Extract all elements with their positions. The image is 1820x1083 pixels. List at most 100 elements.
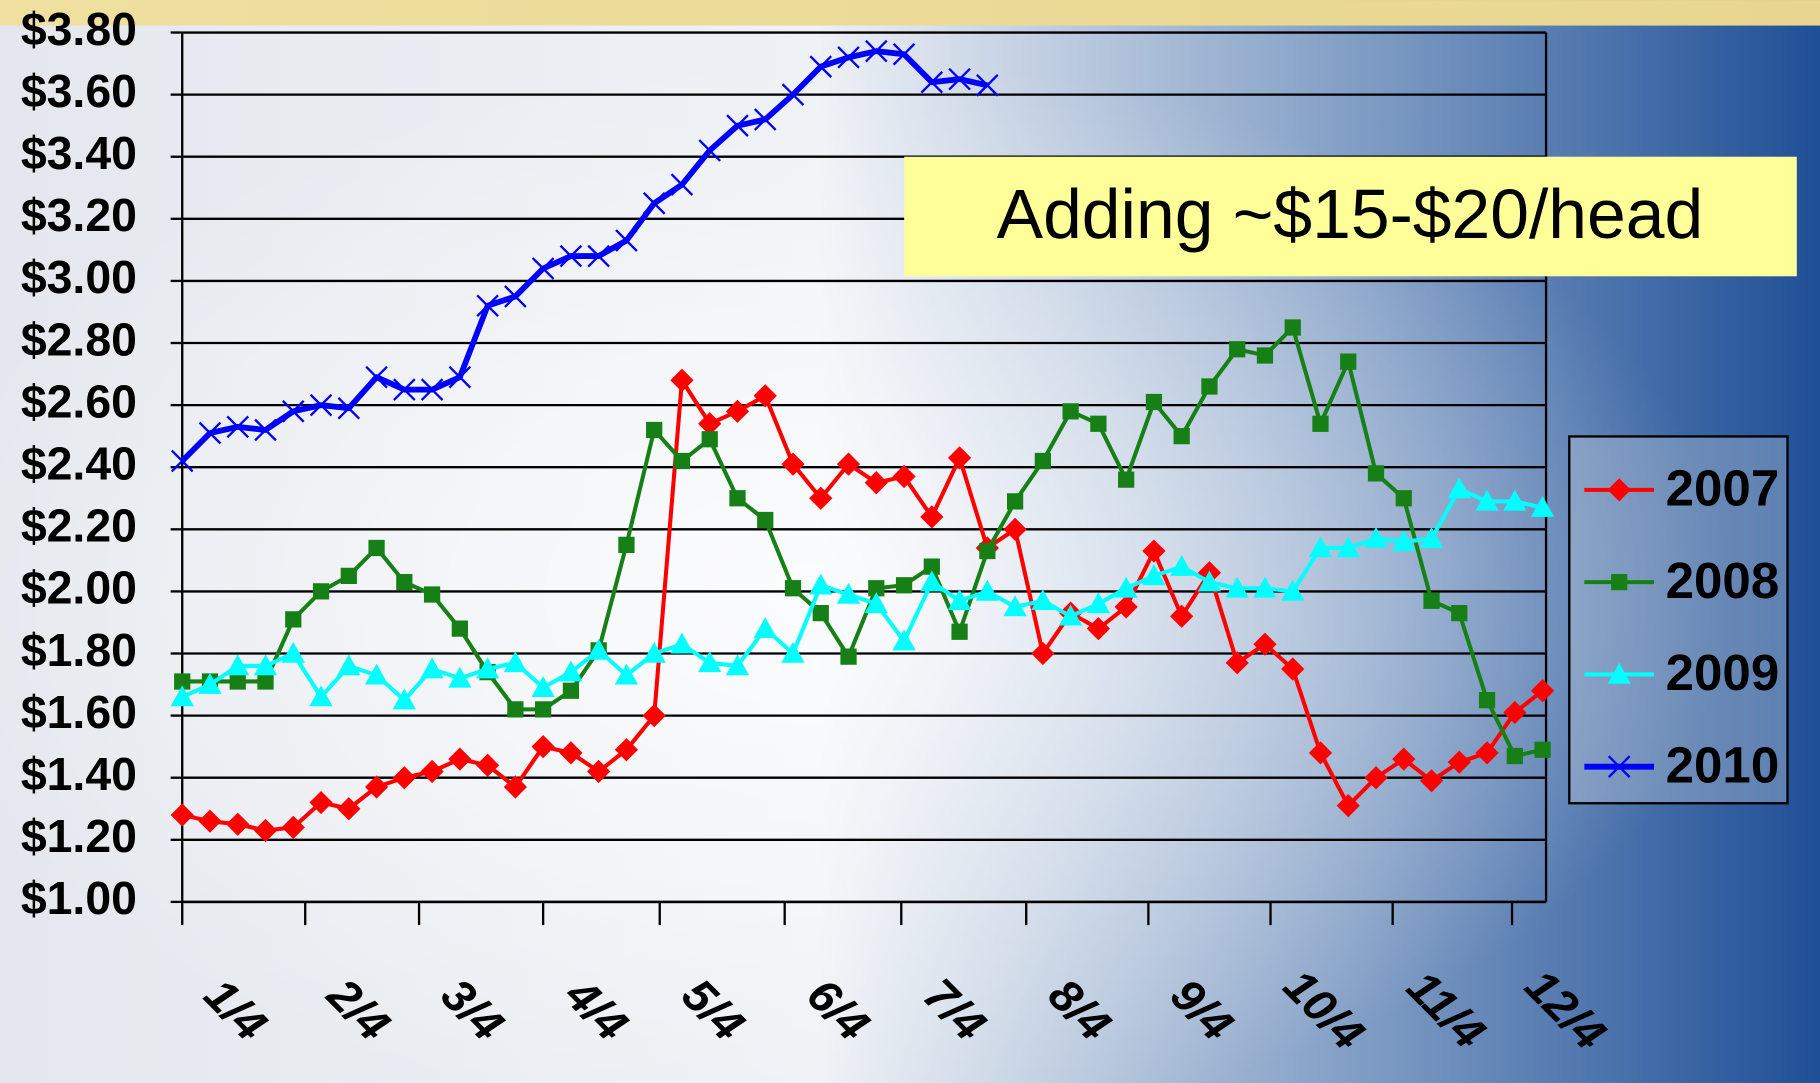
marker: [725, 399, 750, 423]
marker: [1059, 604, 1083, 626]
marker: [1475, 489, 1499, 511]
legend-label: 2009: [1666, 644, 1780, 701]
marker: [448, 747, 472, 771]
marker: [1367, 465, 1385, 482]
y-tick-label: $2.60: [21, 375, 137, 427]
marker: [836, 582, 861, 604]
marker: [753, 108, 777, 131]
marker: [309, 790, 333, 815]
marker: [892, 42, 916, 66]
marker: [646, 421, 663, 439]
marker: [559, 660, 583, 682]
marker: [868, 580, 885, 597]
marker: [559, 244, 583, 268]
marker: [312, 583, 330, 600]
marker: [337, 654, 361, 676]
marker: [951, 623, 968, 640]
marker: [1031, 641, 1055, 666]
marker: [281, 641, 305, 663]
marker: [781, 83, 805, 106]
marker: [698, 412, 722, 436]
marker: [170, 685, 194, 707]
marker: [396, 573, 413, 591]
marker: [504, 285, 527, 308]
marker: [673, 452, 691, 470]
marker: [226, 654, 250, 676]
marker: [174, 673, 191, 690]
marker: [423, 586, 441, 603]
marker: [892, 464, 916, 489]
marker: [1447, 477, 1471, 499]
marker: [947, 589, 972, 611]
marker: [1392, 530, 1416, 552]
marker: [340, 567, 357, 585]
marker: [864, 592, 888, 614]
marker: [1170, 604, 1194, 628]
marker: [1530, 495, 1555, 517]
marker: [614, 663, 639, 685]
legend-box: [1568, 435, 1789, 805]
marker: [1447, 750, 1471, 774]
marker: [1003, 595, 1027, 617]
marker: [253, 654, 278, 676]
legend-label: 2008: [1666, 552, 1780, 609]
marker: [1419, 527, 1444, 548]
marker: [753, 617, 777, 638]
marker: [725, 654, 750, 676]
marker: [757, 511, 774, 529]
marker: [476, 657, 500, 679]
marker: [1256, 347, 1274, 364]
marker: [1003, 517, 1027, 541]
marker: [1229, 341, 1246, 358]
y-tick-label: $1.00: [21, 872, 137, 924]
marker: [503, 775, 527, 799]
marker: [282, 400, 305, 423]
marker: [975, 579, 999, 601]
marker: [1034, 452, 1051, 470]
marker: [1142, 564, 1166, 586]
marker: [726, 114, 749, 137]
marker: [1118, 471, 1135, 488]
marker: [948, 67, 971, 91]
marker: [1281, 579, 1305, 601]
marker: [420, 378, 444, 401]
y-tick-label: $3.60: [21, 65, 137, 117]
marker: [1090, 415, 1107, 432]
marker: [587, 638, 611, 660]
marker: [198, 672, 222, 694]
marker: [1478, 691, 1496, 709]
marker: [809, 55, 833, 78]
marker: [1607, 662, 1631, 684]
marker: [1145, 393, 1163, 411]
marker: [1281, 657, 1305, 681]
legend-label: 2010: [1666, 736, 1780, 793]
marker: [198, 421, 222, 445]
marker: [1086, 617, 1110, 641]
marker: [1086, 592, 1110, 614]
marker: [309, 685, 333, 707]
marker: [809, 573, 833, 595]
marker: [670, 632, 694, 654]
marker: [642, 641, 666, 663]
marker: [1225, 651, 1249, 675]
marker: [226, 812, 250, 836]
marker: [923, 558, 940, 575]
marker: [947, 446, 972, 470]
y-tick-label: $3.40: [21, 127, 137, 179]
marker: [1611, 574, 1628, 591]
marker: [920, 505, 944, 529]
marker: [476, 753, 500, 777]
marker: [837, 46, 860, 69]
marker: [448, 365, 472, 389]
marker: [836, 452, 861, 476]
marker: [507, 701, 524, 718]
y-tick-label: $1.20: [21, 810, 137, 862]
y-tick-label: $2.00: [21, 562, 137, 614]
grid: [182, 31, 1547, 904]
marker: [670, 173, 694, 196]
marker: [1475, 741, 1499, 765]
marker: [229, 673, 246, 690]
marker: [1530, 679, 1555, 703]
marker: [309, 393, 333, 417]
marker: [615, 229, 638, 252]
